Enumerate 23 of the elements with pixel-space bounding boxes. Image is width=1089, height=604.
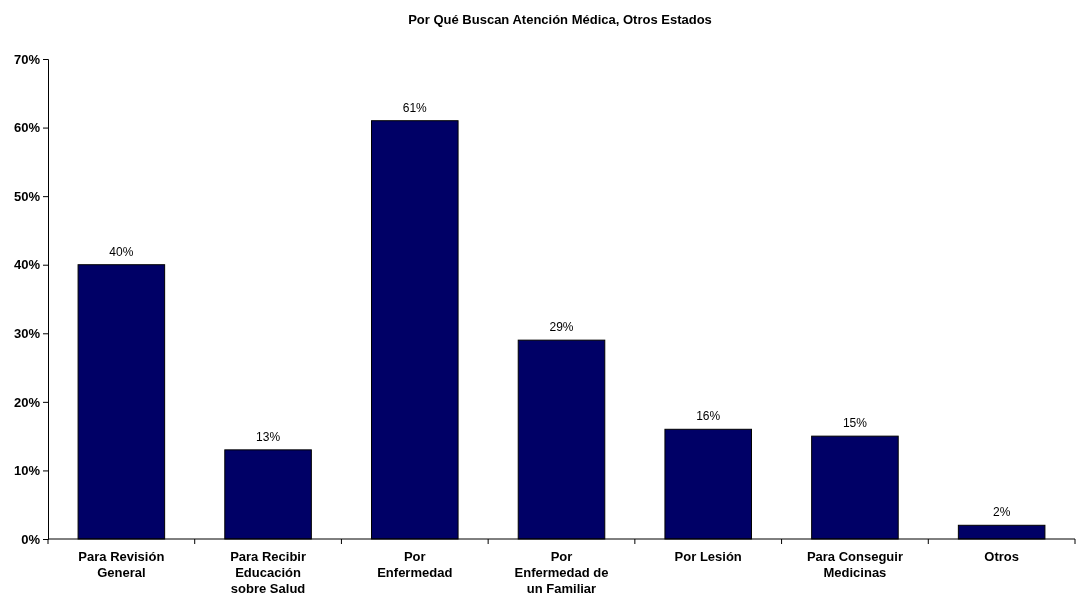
chart-title: Por Qué Buscan Atención Médica, Otros Estados [408, 12, 712, 27]
data-label: 29% [549, 320, 574, 335]
y-tick-label: 70% [13, 51, 41, 67]
y-tick-label: 0% [21, 531, 41, 547]
y-tick-label: 30% [13, 325, 41, 341]
x-tick-label: Por Enfermedad [377, 549, 453, 580]
x-tick-label: Para Recibir Educación sobre Salud [230, 549, 307, 596]
data-label: 2% [992, 505, 1011, 520]
x-tick-label: Por Lesión [674, 549, 742, 564]
data-label: 16% [696, 409, 721, 424]
y-tick-label: 50% [13, 188, 41, 204]
data-label: 13% [256, 429, 281, 444]
y-tick-label: 40% [13, 257, 41, 273]
data-label: 15% [842, 416, 868, 431]
data-label: 40% [109, 244, 134, 259]
y-tick-label: 10% [13, 463, 41, 479]
x-tick-label: Para Revisión General [78, 549, 165, 580]
x-tick-label: Por Enfermedad de un Familiar [514, 549, 609, 596]
y-tick-label: 60% [13, 120, 41, 136]
x-tick-label: Otros [984, 549, 1019, 564]
data-label: 61% [402, 100, 428, 115]
y-tick-label: 20% [13, 394, 41, 410]
x-tick-label: Para Conseguir Medicinas [806, 549, 903, 580]
